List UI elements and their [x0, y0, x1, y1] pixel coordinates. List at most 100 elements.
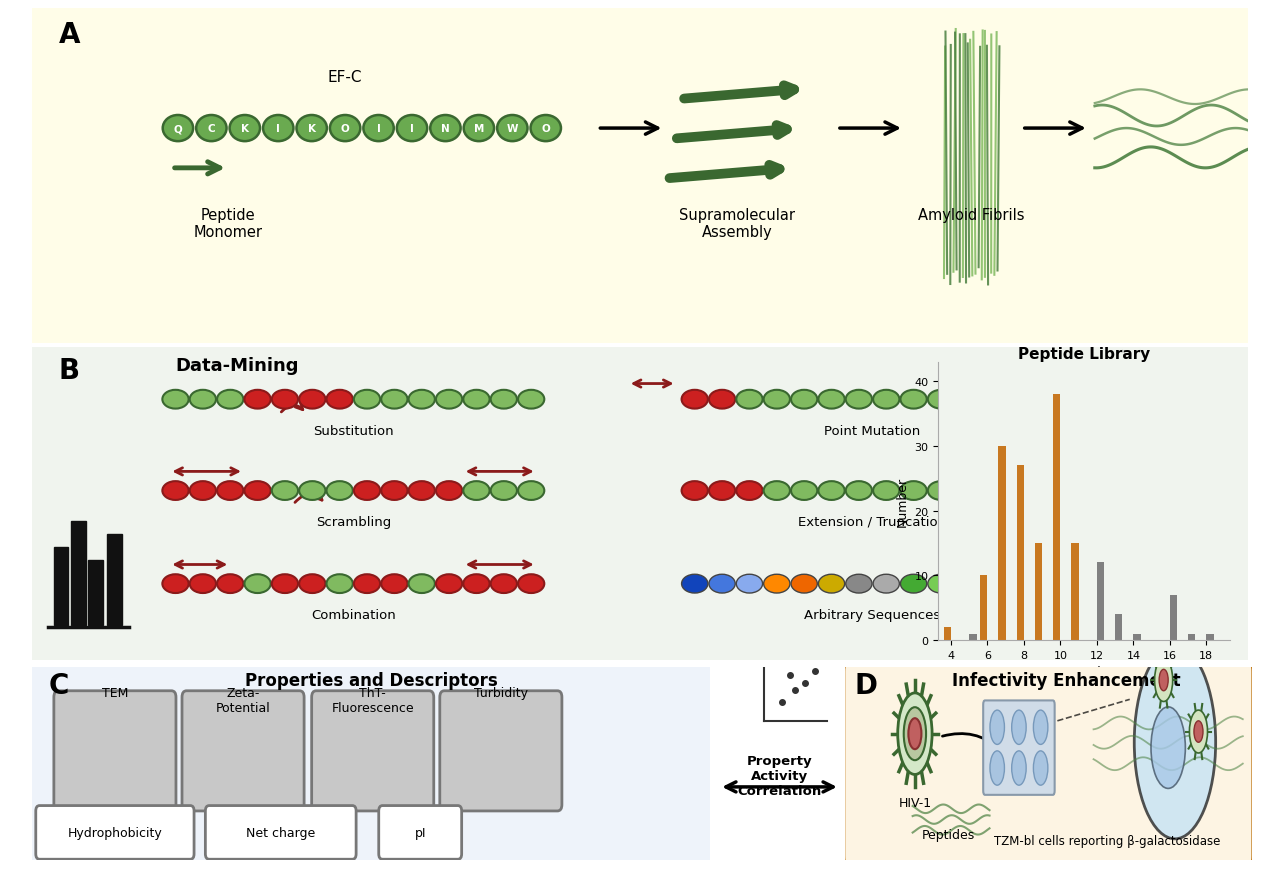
Circle shape [1010, 481, 1037, 501]
Circle shape [1155, 659, 1172, 701]
Circle shape [364, 116, 394, 142]
Text: Extension / Truncation: Extension / Truncation [799, 515, 947, 528]
Circle shape [1011, 751, 1027, 786]
Circle shape [381, 390, 407, 409]
Circle shape [430, 116, 461, 142]
FancyBboxPatch shape [36, 806, 195, 859]
Text: Arbitrary Sequences: Arbitrary Sequences [804, 608, 941, 621]
Text: M: M [474, 124, 484, 134]
Text: Combination: Combination [311, 608, 396, 621]
Circle shape [189, 574, 216, 594]
Circle shape [1033, 710, 1048, 745]
Circle shape [300, 481, 325, 501]
Circle shape [989, 751, 1005, 786]
Text: I: I [410, 124, 413, 134]
Circle shape [873, 481, 900, 501]
Circle shape [904, 707, 925, 760]
Circle shape [1160, 669, 1169, 691]
Circle shape [518, 390, 544, 409]
Bar [54, 547, 69, 626]
Circle shape [163, 574, 188, 594]
Circle shape [955, 481, 982, 501]
Circle shape [189, 390, 216, 409]
Text: Peptides: Peptides [922, 828, 975, 841]
Circle shape [983, 574, 1009, 594]
Circle shape [983, 481, 1009, 501]
Circle shape [326, 481, 353, 501]
Circle shape [297, 116, 326, 142]
Bar [1170, 595, 1178, 640]
Bar [998, 447, 1006, 640]
Text: Property
Activity
Correlation: Property Activity Correlation [737, 754, 822, 797]
Text: O: O [340, 124, 349, 134]
Circle shape [196, 116, 227, 142]
Circle shape [1011, 710, 1027, 745]
Circle shape [928, 481, 954, 501]
Text: TZM-bl cells reporting β-galactosidase: TZM-bl cells reporting β-galactosidase [995, 834, 1220, 847]
Text: Substitution: Substitution [314, 424, 394, 437]
Circle shape [1037, 481, 1064, 501]
Circle shape [928, 390, 954, 409]
Bar [1133, 634, 1140, 640]
Circle shape [397, 116, 428, 142]
Circle shape [244, 481, 270, 501]
Title: Peptide Library: Peptide Library [1018, 346, 1151, 362]
Circle shape [490, 481, 517, 501]
Circle shape [436, 574, 462, 594]
Text: C: C [49, 672, 69, 700]
Circle shape [818, 481, 845, 501]
Bar [1115, 614, 1123, 640]
Circle shape [1033, 751, 1048, 786]
Circle shape [955, 390, 982, 409]
Circle shape [1134, 646, 1216, 839]
Bar [88, 561, 102, 626]
Circle shape [873, 390, 900, 409]
Circle shape [709, 481, 735, 501]
Text: Scrambling: Scrambling [316, 515, 390, 528]
Circle shape [897, 693, 932, 774]
Circle shape [681, 481, 708, 501]
Circle shape [518, 574, 544, 594]
Text: N: N [442, 124, 449, 134]
Circle shape [531, 116, 561, 142]
Circle shape [709, 390, 735, 409]
Circle shape [1010, 574, 1037, 594]
Text: pI: pI [415, 826, 426, 839]
Circle shape [271, 574, 298, 594]
Text: K: K [241, 124, 248, 134]
Bar [108, 534, 122, 626]
Circle shape [326, 574, 353, 594]
FancyBboxPatch shape [28, 661, 714, 866]
Circle shape [900, 390, 927, 409]
Text: EF-C: EF-C [328, 70, 362, 85]
Circle shape [300, 574, 325, 594]
FancyBboxPatch shape [54, 691, 175, 811]
Text: I: I [276, 124, 280, 134]
Bar [1206, 634, 1213, 640]
FancyBboxPatch shape [379, 806, 462, 859]
Circle shape [244, 574, 270, 594]
Circle shape [353, 481, 380, 501]
Circle shape [681, 390, 708, 409]
Text: Infectivity Enhancement: Infectivity Enhancement [952, 672, 1180, 690]
Circle shape [353, 390, 380, 409]
FancyBboxPatch shape [440, 691, 562, 811]
Circle shape [709, 574, 735, 594]
Circle shape [900, 481, 927, 501]
Text: A: A [59, 21, 81, 50]
FancyBboxPatch shape [23, 2, 1257, 350]
Circle shape [518, 481, 544, 501]
X-axis label: Length: Length [1062, 666, 1106, 679]
FancyBboxPatch shape [311, 691, 434, 811]
Bar [969, 634, 977, 640]
Bar [1071, 543, 1079, 640]
Text: C: C [207, 124, 215, 134]
Circle shape [490, 390, 517, 409]
Circle shape [264, 116, 293, 142]
FancyBboxPatch shape [182, 691, 305, 811]
Circle shape [463, 390, 489, 409]
Text: HIV-1: HIV-1 [899, 796, 932, 809]
Bar [943, 627, 951, 640]
Circle shape [497, 116, 527, 142]
Circle shape [218, 390, 243, 409]
